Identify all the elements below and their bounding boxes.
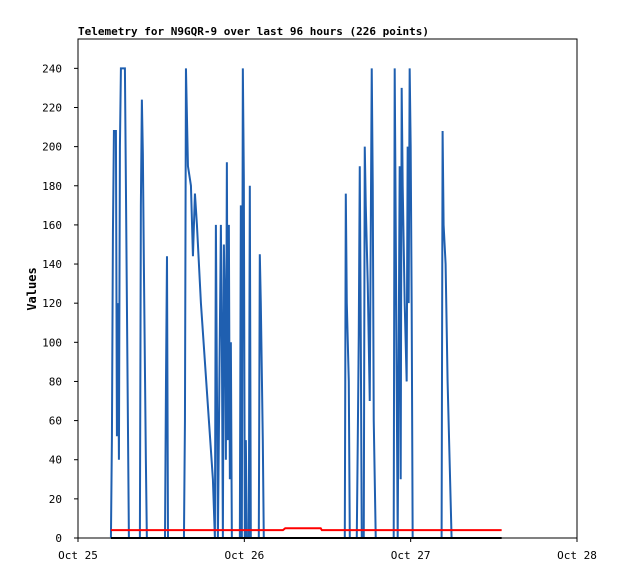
y-tick-label: 220 xyxy=(42,101,62,114)
y-tick-label: 60 xyxy=(49,415,62,428)
y-tick-label: 120 xyxy=(42,297,62,310)
y-tick-label: 160 xyxy=(42,219,62,232)
y-axis-label: Values xyxy=(25,267,39,310)
x-tick-label: Oct 25 xyxy=(58,549,98,562)
series-line xyxy=(110,527,502,532)
y-tick-label: 80 xyxy=(49,375,62,388)
chart-title: Telemetry for N9GQR-9 over last 96 hours… xyxy=(78,25,429,38)
x-tick-label: Oct 27 xyxy=(391,549,431,562)
y-tick-label: 20 xyxy=(49,493,62,506)
y-tick-label: 200 xyxy=(42,141,62,154)
x-tick-label: Oct 28 xyxy=(557,549,597,562)
y-tick-label: 100 xyxy=(42,336,62,349)
y-tick-label: 140 xyxy=(42,258,62,271)
plot-frame xyxy=(77,38,578,539)
x-tick-label: Oct 26 xyxy=(224,549,264,562)
y-tick-label: 180 xyxy=(42,180,62,193)
series-line xyxy=(109,67,453,539)
y-tick-label: 0 xyxy=(55,532,62,545)
y-tick-label: 240 xyxy=(42,62,62,75)
y-tick-label: 40 xyxy=(49,454,62,467)
